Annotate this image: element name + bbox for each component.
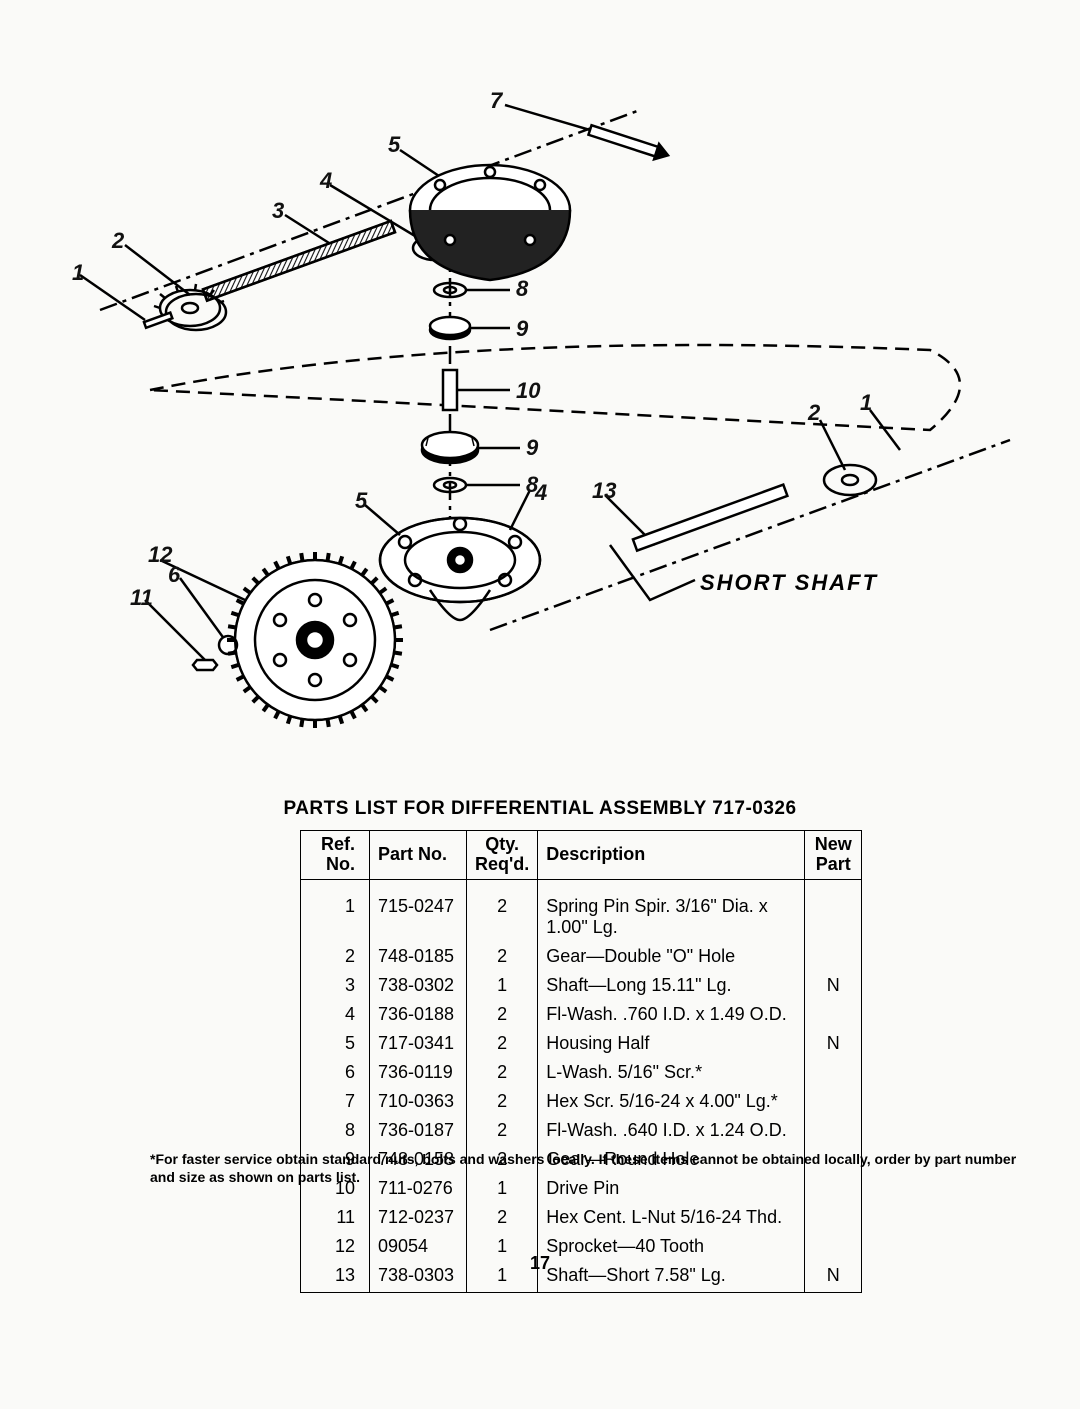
cell-qty: 2 bbox=[467, 1087, 538, 1116]
cell-part: 748-0185 bbox=[370, 942, 467, 971]
cell-desc: Hex Cent. L-Nut 5/16-24 Thd. bbox=[538, 1203, 805, 1232]
cell-qty: 2 bbox=[467, 1116, 538, 1145]
cell-part: 736-0188 bbox=[370, 1000, 467, 1029]
cell-new: N bbox=[805, 1029, 862, 1058]
cell-new bbox=[805, 942, 862, 971]
table-row: 3738-03021Shaft—Long 15.11" Lg.N bbox=[301, 971, 862, 1000]
diagram-label-7: 7 bbox=[490, 88, 502, 114]
cell-desc: Gear—Double "O" Hole bbox=[538, 942, 805, 971]
table-row: 11712-02372Hex Cent. L-Nut 5/16-24 Thd. bbox=[301, 1203, 862, 1232]
table-row: 8736-01872Fl-Wash. .640 I.D. x 1.24 O.D. bbox=[301, 1116, 862, 1145]
footnote: *For faster service obtain standard nuts… bbox=[150, 1150, 1040, 1186]
cell-desc: Shaft—Long 15.11" Lg. bbox=[538, 971, 805, 1000]
cell-new bbox=[805, 1087, 862, 1116]
diagram-label-4b: 4 bbox=[535, 480, 547, 506]
header-desc: Description bbox=[538, 831, 805, 880]
cell-part: 710-0363 bbox=[370, 1087, 467, 1116]
cell-qty: 2 bbox=[467, 1203, 538, 1232]
diagram-label-10: 10 bbox=[516, 378, 540, 404]
cell-new bbox=[805, 1058, 862, 1087]
header-ref: Ref. No. bbox=[301, 831, 370, 880]
table-row: 7710-03632Hex Scr. 5/16-24 x 4.00" Lg.* bbox=[301, 1087, 862, 1116]
cell-desc: Fl-Wash. .760 I.D. x 1.49 O.D. bbox=[538, 1000, 805, 1029]
diagram-label-4a: 4 bbox=[320, 168, 332, 194]
header-new: New Part bbox=[805, 831, 862, 880]
cell-desc: Fl-Wash. .640 I.D. x 1.24 O.D. bbox=[538, 1116, 805, 1145]
diagram-label-2b: 2 bbox=[808, 400, 820, 426]
table-row: 1715-02472Spring Pin Spir. 3/16" Dia. x … bbox=[301, 879, 862, 942]
exploded-diagram: 1 2 3 4 5 7 8 9 10 9 8 5 4 13 2 1 12 11 … bbox=[30, 70, 1030, 770]
diagram-label-1: 1 bbox=[72, 260, 84, 286]
cell-ref: 3 bbox=[301, 971, 370, 1000]
cell-ref: 11 bbox=[301, 1203, 370, 1232]
diagram-label-8a: 8 bbox=[516, 276, 528, 302]
cell-part: 736-0187 bbox=[370, 1116, 467, 1145]
diagram-svg bbox=[30, 70, 1030, 770]
table-row: 5717-03412Housing HalfN bbox=[301, 1029, 862, 1058]
cell-qty: 1 bbox=[467, 971, 538, 1000]
cell-desc: Spring Pin Spir. 3/16" Dia. x 1.00" Lg. bbox=[538, 879, 805, 942]
table-row: 4736-01882Fl-Wash. .760 I.D. x 1.49 O.D. bbox=[301, 1000, 862, 1029]
cell-part: 715-0247 bbox=[370, 879, 467, 942]
cell-ref: 2 bbox=[301, 942, 370, 971]
diagram-label-1b: 1 bbox=[860, 390, 872, 416]
cell-new bbox=[805, 1000, 862, 1029]
cell-desc: Hex Scr. 5/16-24 x 4.00" Lg.* bbox=[538, 1087, 805, 1116]
diagram-label-5b: 5 bbox=[355, 488, 367, 514]
cell-new bbox=[805, 879, 862, 942]
cell-part: 736-0119 bbox=[370, 1058, 467, 1087]
cell-part: 712-0237 bbox=[370, 1203, 467, 1232]
cell-qty: 2 bbox=[467, 942, 538, 971]
diagram-label-3: 3 bbox=[272, 198, 284, 224]
diagram-label-11: 11 bbox=[130, 585, 153, 611]
cell-new: N bbox=[805, 971, 862, 1000]
cell-ref: 1 bbox=[301, 879, 370, 942]
page-number: 17 bbox=[0, 1253, 1080, 1274]
diagram-label-6: 6 bbox=[168, 562, 180, 588]
table-row: 2748-01852Gear—Double "O" Hole bbox=[301, 942, 862, 971]
parts-table: Ref. No. Part No. Qty. Req'd. Descriptio… bbox=[300, 830, 862, 1293]
parts-list-title: PARTS LIST FOR DIFFERENTIAL ASSEMBLY 717… bbox=[0, 798, 1080, 820]
cell-desc: L-Wash. 5/16" Scr.* bbox=[538, 1058, 805, 1087]
diagram-label-13: 13 bbox=[592, 478, 616, 504]
cell-new bbox=[805, 1116, 862, 1145]
cell-part: 738-0302 bbox=[370, 971, 467, 1000]
cell-ref: 4 bbox=[301, 1000, 370, 1029]
cell-qty: 2 bbox=[467, 1058, 538, 1087]
cell-qty: 2 bbox=[467, 1029, 538, 1058]
cell-ref: 6 bbox=[301, 1058, 370, 1087]
diagram-label-5a: 5 bbox=[388, 132, 400, 158]
header-qty: Qty. Req'd. bbox=[467, 831, 538, 880]
header-part: Part No. bbox=[370, 831, 467, 880]
cell-ref: 8 bbox=[301, 1116, 370, 1145]
page: 1 2 3 4 5 7 8 9 10 9 8 5 4 13 2 1 12 11 … bbox=[0, 0, 1080, 1409]
cell-ref: 7 bbox=[301, 1087, 370, 1116]
diagram-label-2a: 2 bbox=[112, 228, 124, 254]
cell-qty: 2 bbox=[467, 1000, 538, 1029]
cell-desc: Housing Half bbox=[538, 1029, 805, 1058]
table-row: 6736-01192L-Wash. 5/16" Scr.* bbox=[301, 1058, 862, 1087]
diagram-label-9a: 9 bbox=[516, 316, 528, 342]
cell-qty: 2 bbox=[467, 879, 538, 942]
diagram-label-9b: 9 bbox=[526, 435, 538, 461]
short-shaft-label: SHORT SHAFT bbox=[700, 570, 878, 596]
cell-ref: 5 bbox=[301, 1029, 370, 1058]
cell-part: 717-0341 bbox=[370, 1029, 467, 1058]
cell-new bbox=[805, 1203, 862, 1232]
